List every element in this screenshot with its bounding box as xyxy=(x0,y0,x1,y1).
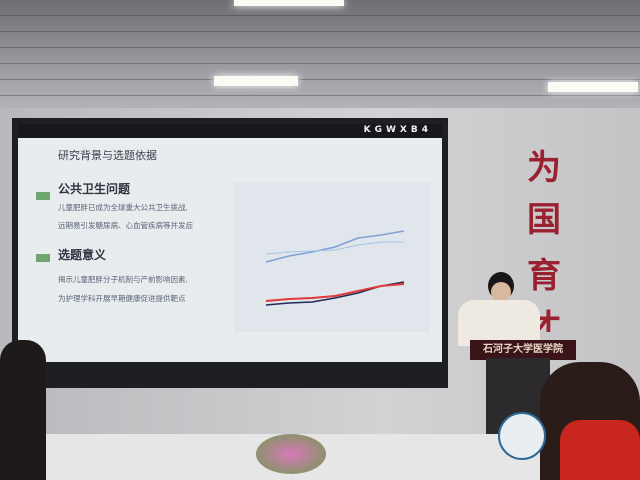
presentation-slide: 研究背景与选题依据 公共卫生问题 儿童肥胖已成为全球重大公共卫生挑战, 远期易引… xyxy=(18,138,442,362)
series-line xyxy=(265,230,405,263)
wall-slogan-char: 育 xyxy=(527,256,561,296)
podium-banner: 石河子大学医学院 xyxy=(470,340,576,360)
university-emblem xyxy=(498,412,546,460)
slide-title: 研究背景与选题依据 xyxy=(58,149,157,162)
flower-arrangement xyxy=(256,434,326,474)
section-heading: 公共卫生问题 xyxy=(58,182,131,196)
ceiling-grid xyxy=(0,0,640,112)
wall-slogan-char: 国 xyxy=(527,200,561,240)
series-line xyxy=(265,283,405,302)
slide-header-bar: KGWXB4 xyxy=(18,124,442,138)
section-line: 儿童肥胖已成为全球重大公共卫生挑战, xyxy=(58,203,188,212)
section-line: 为护理学科开展早期健康促进提供靶点 xyxy=(58,294,186,303)
audience-red-jacket xyxy=(560,420,640,480)
series-line xyxy=(265,241,404,255)
speaker-body xyxy=(458,300,540,346)
speaker-face xyxy=(491,282,511,302)
ceiling-light xyxy=(548,82,638,92)
ceiling-light xyxy=(234,0,344,6)
slide-chart-image xyxy=(234,182,430,332)
slide-brand: KGWXB4 xyxy=(363,125,432,135)
section-heading: 选题意义 xyxy=(58,248,107,262)
chart-lines xyxy=(265,230,405,306)
wall-slogan-char: 为 xyxy=(527,148,561,188)
bullet-square-icon xyxy=(36,192,50,200)
section-line: 远期易引发糖尿病、心血管疾病等并发症 xyxy=(58,221,193,230)
audience-member xyxy=(0,340,46,480)
section-line: 揭示儿童肥胖分子机制与产前影响因素, xyxy=(58,275,188,284)
ceiling xyxy=(0,0,640,112)
bullet-square-icon xyxy=(36,254,50,262)
ceiling-light xyxy=(214,76,298,86)
